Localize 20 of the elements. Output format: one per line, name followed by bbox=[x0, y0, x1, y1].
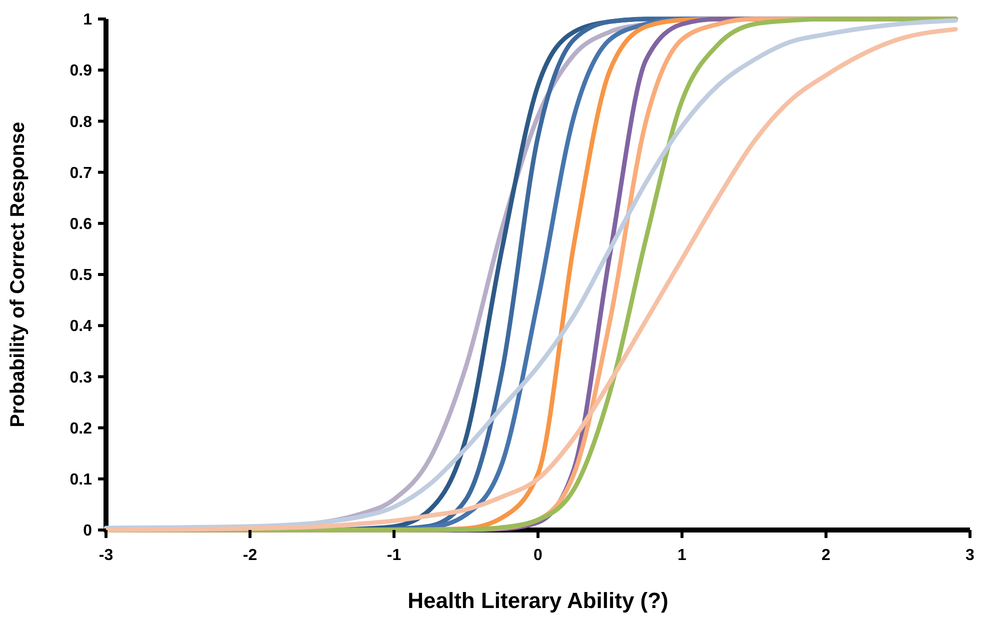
y-tick-label: 0.4 bbox=[70, 318, 92, 336]
y-tick-label: 0.7 bbox=[70, 164, 92, 182]
x-tick-label: -3 bbox=[98, 547, 114, 564]
y-tick-label: 1 bbox=[83, 12, 92, 29]
y-tick-label: 0.9 bbox=[70, 62, 92, 80]
y-tick-label: 0.2 bbox=[70, 420, 92, 438]
x-tick-label: -1 bbox=[386, 547, 402, 564]
x-tick-label: 1 bbox=[678, 547, 687, 564]
x-tick-label: 0 bbox=[534, 547, 543, 564]
y-tick-label: 0.5 bbox=[70, 267, 92, 284]
y-tick-label: 0.6 bbox=[70, 216, 92, 233]
x-tick-label: 2 bbox=[822, 547, 831, 564]
y-tick-label: 0 bbox=[83, 522, 92, 540]
y-tick-label: 0.8 bbox=[70, 114, 92, 131]
y-axis-title: Probability of Correct Response bbox=[7, 122, 29, 428]
x-axis-title: Health Literary Ability (?) bbox=[408, 588, 668, 613]
x-tick-label: 3 bbox=[966, 547, 975, 564]
y-tick-label: 0.3 bbox=[70, 369, 92, 386]
x-tick-label: -2 bbox=[242, 547, 258, 564]
y-tick-label: 0.1 bbox=[70, 472, 92, 488]
